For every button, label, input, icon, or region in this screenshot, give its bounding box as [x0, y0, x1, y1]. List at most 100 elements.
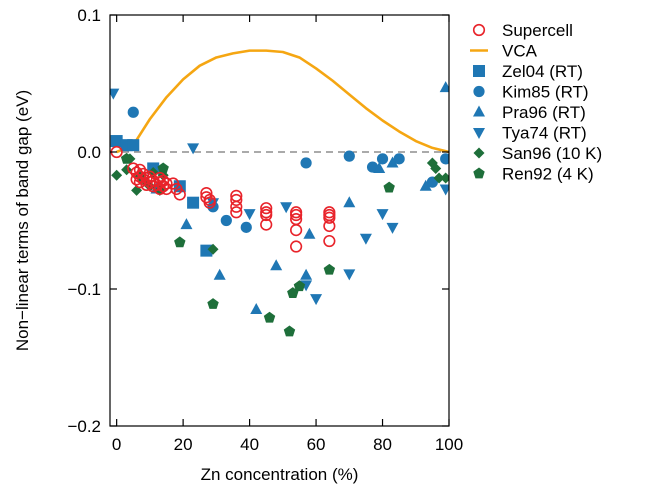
pra96-rt-point	[213, 268, 226, 280]
tya74-rt-point	[359, 233, 372, 245]
vca-line	[116, 49, 449, 154]
legend-label: Kim85 (RT)	[502, 83, 589, 102]
tya74-rt-point	[343, 269, 356, 281]
san96-10-k-point	[440, 172, 449, 184]
kim85-rt-point	[127, 106, 139, 118]
supercell-point	[230, 206, 243, 219]
legend-swatch	[473, 105, 485, 117]
san96-10-k-point	[111, 169, 123, 181]
legend-item-supercell: Supercell	[472, 21, 573, 40]
zel04-rt-point	[187, 196, 200, 209]
pra96-rt-point	[250, 303, 263, 315]
ren92-4-k-point	[120, 152, 133, 164]
ren92-4-k-point	[174, 236, 186, 248]
legend-label: Tya74 (RT)	[502, 124, 587, 143]
supercell-point	[290, 240, 303, 253]
supercell-point	[230, 200, 243, 213]
san96-10-k-point	[207, 243, 219, 255]
series-ren92-4-k	[120, 152, 395, 337]
pra96-rt-point	[386, 156, 399, 168]
supercell-point	[260, 218, 273, 231]
legend-item-zel04-rt: Zel04 (RT)	[473, 62, 583, 81]
supercell-point	[260, 208, 273, 222]
tya74-rt-point	[243, 209, 256, 221]
series-kim85-rt	[127, 106, 449, 233]
legend-swatch	[472, 23, 486, 37]
y-tick-label: −0.1	[67, 280, 101, 299]
series-supercell	[110, 145, 336, 253]
y-tick-label: 0.1	[77, 6, 101, 25]
tya74-rt-point	[280, 202, 293, 214]
pra96-rt-point	[300, 268, 313, 280]
supercell-point	[290, 223, 303, 237]
legend-label: Supercell	[502, 21, 573, 40]
legend-item-kim85-rt: Kim85 (RT)	[473, 83, 589, 102]
ren92-4-k-point	[283, 325, 296, 337]
legend-swatch	[473, 65, 485, 77]
supercell-point	[290, 208, 303, 222]
tya74-rt-point	[376, 209, 389, 221]
tya74-rt-point	[187, 143, 200, 155]
y-axis-label: Non−linear terms of band gap (eV)	[13, 90, 32, 351]
y-tick-label: 0.0	[77, 143, 101, 162]
x-axis-label: Zn concentration (%)	[201, 465, 359, 484]
pra96-rt-point	[343, 196, 356, 208]
tya74-rt-point	[310, 294, 323, 306]
kim85-rt-point	[393, 153, 405, 165]
kim85-rt-point	[240, 221, 252, 233]
legend-swatch	[473, 167, 485, 179]
x-tick-label: 20	[174, 435, 193, 454]
legend-label: San96 (10 K)	[502, 144, 602, 163]
zel04-rt-point	[127, 139, 140, 152]
legend-item-tya74-rt: Tya74 (RT)	[473, 124, 587, 143]
ren92-4-k-point	[157, 162, 169, 174]
ren92-4-k-point	[263, 311, 276, 323]
x-tick-label: 40	[240, 435, 259, 454]
kim85-rt-point	[220, 214, 232, 227]
legend-item-pra96-rt: Pra96 (RT)	[473, 103, 586, 122]
x-tick-label: 80	[373, 435, 392, 454]
x-tick-label: 100	[435, 435, 463, 454]
x-tick-label: 60	[307, 435, 326, 454]
supercell-point	[160, 177, 173, 190]
legend-swatch	[473, 85, 485, 98]
data-marks	[110, 49, 449, 337]
legend-item-san96-10-k: San96 (10 K)	[473, 144, 602, 163]
supercell-point	[323, 234, 336, 248]
kim85-rt-point	[376, 153, 389, 165]
plot-frame	[109, 14, 450, 427]
series-pra96-rt	[150, 81, 449, 315]
pra96-rt-point	[303, 227, 316, 239]
zel04-rt-point	[110, 135, 123, 148]
san96-10-k-point	[430, 162, 442, 174]
supercell-point	[230, 193, 243, 207]
legend-label: Zel04 (RT)	[502, 62, 583, 81]
kim85-rt-point	[343, 150, 355, 162]
tya74-rt-point	[439, 184, 449, 196]
legend-label: Ren92 (4 K)	[502, 165, 594, 184]
axes: 0 20 40 60 80 100 −0.2 −0.1 0.0 0.1	[67, 6, 463, 454]
supercell-point	[203, 196, 216, 209]
supercell-point	[323, 211, 336, 224]
legend-item-ren92-4-k: Ren92 (4 K)	[473, 165, 594, 184]
tya74-rt-point	[386, 222, 399, 234]
san96-10-k-point	[433, 172, 445, 184]
pra96-rt-point	[270, 259, 283, 271]
supercell-point	[323, 219, 336, 233]
legend-label: Pra96 (RT)	[502, 103, 586, 122]
supercell-point	[260, 202, 273, 215]
kim85-rt-point	[300, 157, 312, 169]
ren92-4-k-point	[323, 263, 336, 275]
pra96-rt-point	[439, 81, 449, 93]
legend-label: VCA	[502, 42, 538, 61]
pra96-rt-point	[373, 161, 386, 173]
x-tick-label: 0	[112, 435, 121, 454]
series-vca	[116, 49, 449, 154]
legend-swatch	[473, 147, 485, 159]
ren92-4-k-point	[293, 280, 306, 292]
ren92-4-k-point	[383, 181, 395, 193]
pra96-rt-point	[180, 218, 193, 230]
y-tick-label: −0.2	[67, 417, 101, 436]
